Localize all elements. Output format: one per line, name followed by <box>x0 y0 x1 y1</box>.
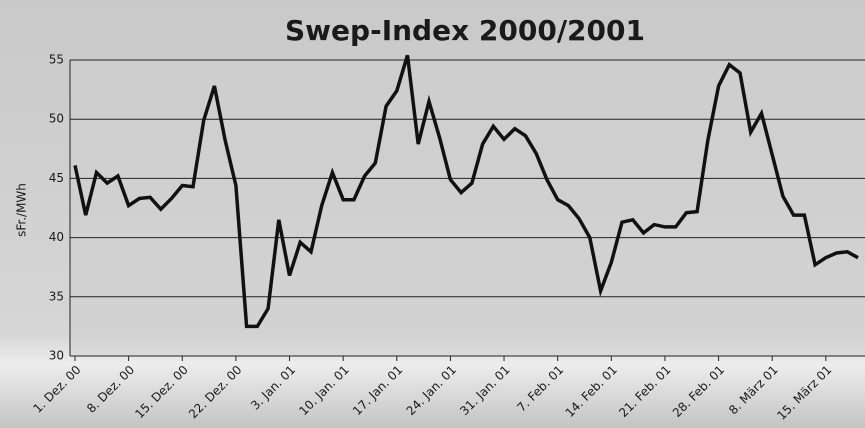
y-tick-label: 40 <box>49 230 64 244</box>
y-tick-label: 35 <box>49 289 64 303</box>
y-axis-label: sFr./MWh <box>15 183 29 237</box>
y-tick-label: 55 <box>49 53 64 67</box>
chart-title: Swep-Index 2000/2001 <box>285 14 645 47</box>
y-tick-label: 45 <box>49 171 64 185</box>
y-tick-label: 50 <box>49 112 64 126</box>
y-tick-label: 30 <box>49 349 64 363</box>
chart: Swep-Index 2000/2001 sFr./MWh 30 35 40 45 50… <box>0 0 865 428</box>
